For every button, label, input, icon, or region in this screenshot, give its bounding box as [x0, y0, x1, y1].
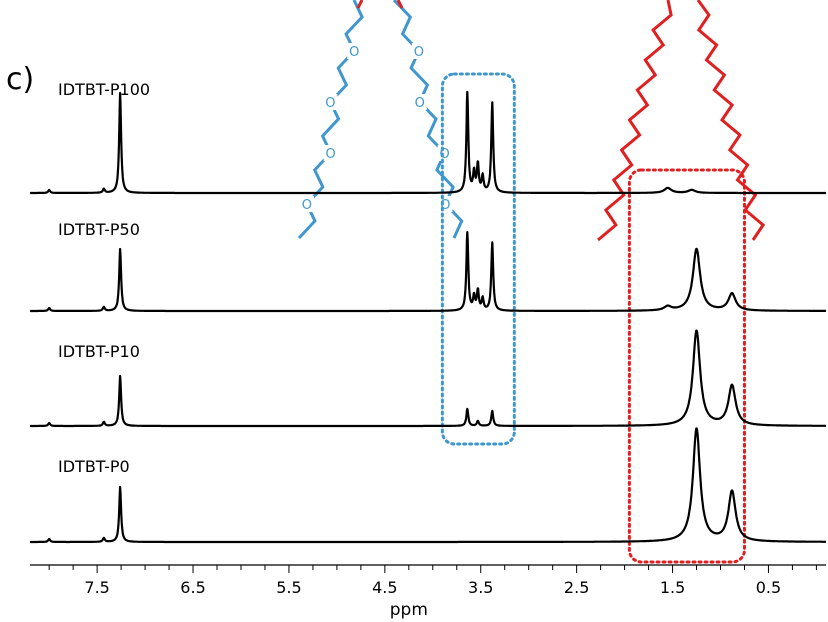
- tick-label: 0.5: [756, 578, 781, 597]
- spectrum-labels: IDTBT-P100 IDTBT-P50 IDTBT-P10 IDTBT-P0: [58, 80, 150, 476]
- x-axis-title: ppm: [390, 600, 428, 620]
- oxygen-atom-label: O: [440, 198, 450, 213]
- oxygen-bg: [411, 43, 426, 59]
- spectrum-line-IDTBT-P100: [29, 90, 827, 195]
- oxygen-atom-label: O: [439, 147, 449, 162]
- spectrum-line-IDTBT-P10: [29, 329, 827, 428]
- tick-label: 3.5: [468, 578, 493, 597]
- tick-label: 4.5: [372, 578, 397, 597]
- oxygen-bg: [323, 94, 338, 110]
- x-axis: 7.5 6.5 5.5 4.5 3.5 2.5 1.5 0.5 ppm: [30, 564, 826, 620]
- tick-label: 5.5: [276, 578, 301, 597]
- oxygen-atom-label: O: [325, 96, 335, 111]
- panel-label: c): [6, 62, 35, 97]
- tick-label: 7.5: [84, 578, 109, 597]
- oxygen-atom-label: O: [349, 45, 359, 60]
- top-linker: [356, 0, 404, 9]
- alkyl-chain-right: [696, 0, 766, 241]
- spectrum-label: IDTBT-P50: [58, 220, 140, 239]
- side-chain-drawings: O O O O O O O O: [297, 0, 766, 242]
- oxygen-bg: [299, 196, 314, 212]
- spectrum-line-IDTBT-P0: [29, 427, 827, 544]
- spectrum-line-IDTBT-P50: [29, 231, 827, 313]
- highlight-box-1: [440, 72, 516, 446]
- oxygen-atom-label: O: [302, 198, 312, 213]
- tick-label: 6.5: [180, 578, 205, 597]
- spectra-group: [29, 90, 827, 544]
- highlight-box-2: [627, 168, 746, 564]
- highlight-boxes: [440, 72, 746, 564]
- spectrum-label: IDTBT-P100: [58, 80, 150, 99]
- oxygen-bg: [412, 94, 427, 110]
- spectrum-label: IDTBT-P0: [58, 457, 130, 476]
- spectrum-label: IDTBT-P10: [58, 342, 140, 361]
- oxygen-atom-label: O: [326, 147, 336, 162]
- alkyl-chain-left: [597, 0, 673, 242]
- oxygen-atom-label: O: [414, 45, 424, 60]
- tick-label: 2.5: [564, 578, 589, 597]
- oxygen-bg: [323, 145, 338, 161]
- tick-label: 1.5: [660, 578, 685, 597]
- oxygen-bg: [347, 43, 362, 59]
- oxygen-atom-label: O: [415, 96, 425, 111]
